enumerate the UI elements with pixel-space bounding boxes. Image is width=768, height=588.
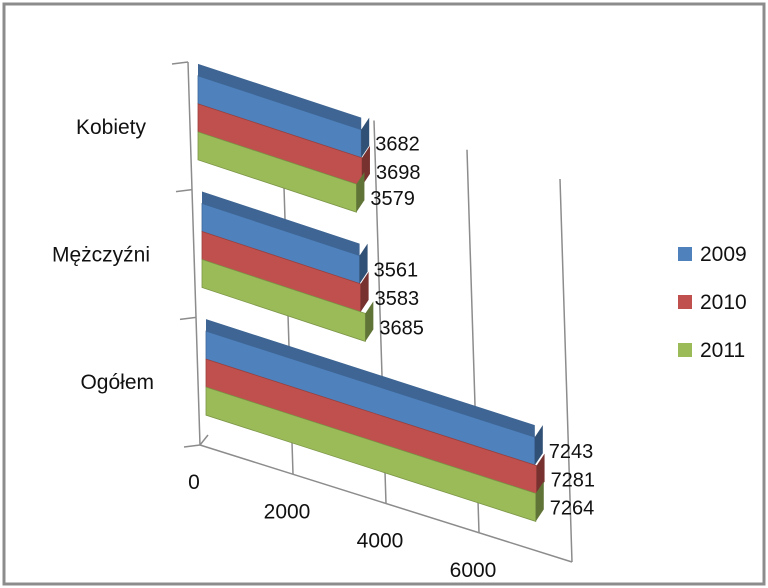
bar-end <box>360 271 369 312</box>
value-label-mezczyzni-2010: 3583 <box>375 288 420 310</box>
x-tick-label: 6000 <box>450 559 497 582</box>
bar-ogo-em-2011 <box>205 386 544 522</box>
value-label-mezczyzni-2011: 3685 <box>379 317 424 339</box>
value-axis-line <box>199 444 573 563</box>
x-tick-label: 4000 <box>357 530 404 553</box>
legend-swatch <box>678 247 692 261</box>
value-label-ogo-em-2011: 7264 <box>550 497 595 519</box>
label-layer: 02000400060008000Kobiety368236983579Mężc… <box>52 116 596 582</box>
value-label-kobiety-2009: 3682 <box>375 134 420 156</box>
category-tick <box>179 316 197 321</box>
value-label-mezczyzni-2009: 3561 <box>374 260 419 282</box>
category-tick <box>183 444 201 448</box>
legend-swatch <box>678 295 692 309</box>
bar-end <box>535 481 544 522</box>
bar-end <box>359 243 368 284</box>
category-label-kobiety: Kobiety <box>76 116 147 139</box>
category-label-ogo-em: Ogółem <box>80 371 154 394</box>
legend-label: 2011 <box>700 339 745 362</box>
legend-item-2010: 2010 <box>678 291 747 314</box>
bar-end <box>356 172 365 213</box>
bar-top <box>206 319 535 438</box>
legend-label: 2010 <box>700 291 747 314</box>
bar-layer <box>197 63 545 522</box>
value-label-ogo-em-2009: 7243 <box>549 441 594 463</box>
floor-edge <box>199 434 209 446</box>
bar-top <box>202 191 360 256</box>
bar-end <box>361 117 370 158</box>
x-tick-label: 0 <box>188 471 200 494</box>
x-tick-label: 2000 <box>264 500 311 523</box>
bar-kobiety-2011 <box>197 131 365 213</box>
value-label-kobiety-2011: 3579 <box>370 188 415 210</box>
category-label-mezczyzni: Mężczyźni <box>52 244 150 267</box>
bar-end <box>365 301 374 342</box>
legend-item-2011: 2011 <box>678 339 745 362</box>
gridline-0 <box>187 61 201 446</box>
value-label-kobiety-2010: 3698 <box>376 162 421 184</box>
category-tick <box>175 188 193 193</box>
bar-kobiety-2009 <box>197 63 370 159</box>
legend-label: 2009 <box>700 243 747 266</box>
value-label-ogo-em-2010: 7281 <box>551 470 596 492</box>
legend: 2009 2010 2011 <box>678 243 747 362</box>
bar-mezczyzni-2011 <box>201 258 374 342</box>
gridline-8000 <box>559 178 573 563</box>
bar-end <box>534 425 543 466</box>
bar-top <box>198 63 362 130</box>
legend-item-2009: 2009 <box>678 243 747 266</box>
legend-swatch <box>678 343 692 357</box>
category-tick <box>171 61 189 65</box>
